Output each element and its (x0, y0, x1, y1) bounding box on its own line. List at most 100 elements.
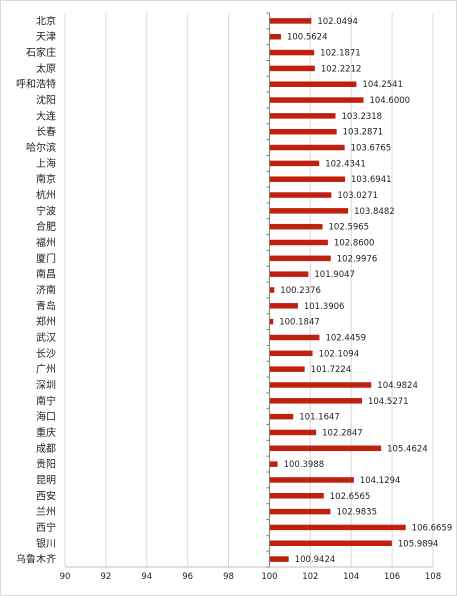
data-label: 104.2541 (362, 80, 403, 90)
category-label: 银川 (36, 537, 56, 550)
bar (269, 271, 309, 277)
category-label: 西安 (36, 489, 56, 502)
category-label: 济南 (36, 284, 56, 297)
data-label: 100.3988 (284, 460, 325, 470)
category-label: 哈尔滨 (26, 141, 56, 154)
data-label: 103.6765 (351, 144, 392, 154)
data-label: 102.4341 (325, 159, 366, 169)
data-label: 103.2871 (343, 128, 384, 138)
data-label: 104.9824 (377, 381, 418, 391)
bar (269, 524, 406, 531)
bar (269, 33, 281, 40)
bar (269, 97, 364, 103)
category-label: 福州 (36, 236, 56, 249)
bar (269, 334, 320, 341)
category-label: 深圳 (36, 379, 56, 391)
bar (269, 223, 323, 230)
bar (269, 318, 274, 325)
data-label: 102.9976 (337, 254, 378, 264)
category-label: 宁波 (36, 204, 56, 217)
axes (65, 12, 433, 568)
data-label: 102.8600 (334, 239, 375, 249)
bar (269, 382, 372, 388)
bar (269, 208, 349, 214)
data-label: 104.6000 (369, 96, 410, 106)
category-label: 合肥 (36, 220, 56, 233)
x-tick-label: 104 (343, 572, 359, 582)
data-label: 102.1094 (319, 349, 360, 359)
bar (269, 128, 337, 135)
category-label: 长沙 (36, 348, 56, 360)
data-label: 101.7224 (311, 365, 352, 375)
bar (269, 350, 313, 357)
bar (269, 287, 275, 293)
bar (269, 144, 345, 151)
x-tick-label: 92 (100, 572, 111, 582)
category-label: 南宁 (36, 394, 56, 407)
category-label: 西宁 (36, 521, 56, 534)
bar (269, 255, 331, 262)
category-label: 杭州 (36, 189, 56, 202)
bar (269, 556, 289, 562)
bar (269, 49, 315, 56)
data-label: 103.0271 (337, 191, 378, 201)
category-label: 南京 (36, 173, 56, 186)
category-label: 南昌 (36, 268, 56, 281)
category-label: 郑州 (36, 315, 56, 328)
category-label: 成都 (36, 443, 56, 455)
category-label: 昆明 (36, 474, 56, 486)
category-label: 天津 (36, 31, 56, 43)
x-tick-label: 108 (425, 572, 441, 582)
category-label: 呼和浩特 (16, 79, 56, 91)
data-label: 100.9424 (295, 555, 336, 565)
data-label: 105.4624 (387, 444, 428, 454)
x-tick-label: 100 (261, 572, 277, 582)
data-label: 102.2212 (321, 64, 362, 74)
category-label: 兰州 (36, 505, 56, 518)
data-label: 102.9835 (336, 508, 377, 518)
category-label: 乌鲁木齐 (16, 553, 56, 566)
data-label: 106.6659 (412, 523, 453, 533)
category-label: 石家庄 (26, 46, 56, 59)
category-label: 重庆 (36, 426, 56, 439)
x-tick-label: 96 (182, 572, 193, 582)
bar (269, 366, 305, 372)
bar (269, 303, 298, 309)
data-label: 100.5624 (287, 33, 328, 43)
data-label: 102.1871 (320, 49, 361, 59)
bar (269, 81, 357, 87)
data-label: 101.1647 (299, 413, 340, 423)
bar (269, 239, 328, 246)
bar (269, 493, 324, 499)
category-label: 青岛 (36, 299, 56, 312)
bar (269, 113, 336, 119)
data-label: 103.2318 (342, 112, 383, 122)
data-label: 102.2847 (322, 428, 363, 438)
data-label: 102.4459 (325, 333, 366, 343)
data-label: 100.1847 (279, 318, 320, 328)
data-label: 105.9894 (398, 539, 439, 549)
data-label: 104.5271 (368, 397, 409, 407)
bar (269, 192, 332, 198)
category-label: 海口 (36, 410, 56, 423)
category-label: 厦门 (36, 252, 56, 265)
bar (269, 477, 354, 483)
bar (269, 445, 382, 452)
bar (269, 508, 331, 515)
category-label: 北京 (36, 14, 56, 27)
gridlines (64, 13, 434, 567)
data-label: 103.8482 (354, 207, 395, 217)
category-label: 武汉 (36, 331, 56, 344)
bar (269, 65, 315, 72)
data-label: 104.1294 (360, 476, 401, 486)
bars (269, 18, 406, 562)
data-label: 102.6565 (330, 492, 371, 502)
bar (269, 398, 362, 404)
x-tick-label: 98 (223, 572, 234, 582)
bar (269, 160, 320, 167)
data-label: 101.9047 (314, 270, 355, 280)
bar (269, 413, 294, 420)
category-label: 沈阳 (36, 94, 56, 107)
